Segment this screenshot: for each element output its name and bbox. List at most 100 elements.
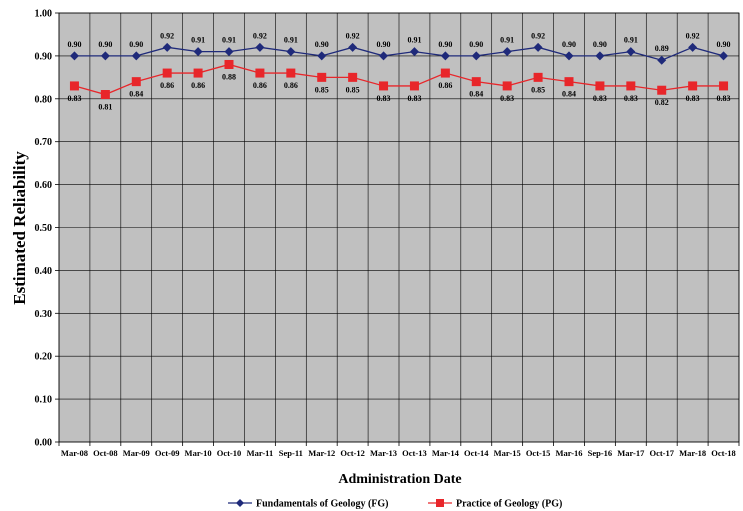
data-point — [317, 51, 327, 61]
x-tick-label: Mar-14 — [432, 448, 460, 458]
data-label: 0.92 — [346, 31, 360, 40]
data-point — [131, 51, 141, 61]
data-point — [193, 47, 203, 57]
gridlines — [58, 12, 740, 443]
data-label: 0.86 — [438, 81, 452, 90]
data-label: 0.85 — [346, 85, 360, 94]
data-label: 0.84 — [129, 90, 143, 99]
x-tick-label: Mar-12 — [308, 448, 335, 458]
data-point — [131, 77, 141, 87]
data-point — [255, 68, 265, 78]
data-label: 0.86 — [191, 81, 205, 90]
data-point — [688, 42, 698, 52]
data-point — [471, 77, 481, 87]
data-label: 0.92 — [531, 31, 545, 40]
legend-marker — [236, 499, 244, 507]
data-label: 0.90 — [67, 40, 81, 49]
data-label: 0.85 — [315, 85, 329, 94]
x-tick-label: Mar-17 — [617, 448, 645, 458]
data-label: 0.90 — [315, 40, 329, 49]
x-axis-title: Administration Date — [338, 472, 461, 487]
data-label: 0.81 — [98, 103, 112, 112]
series-group: 0.90 0.90 0.90 0.92 0.91 0.91 0.92 0.91 0.90 0.92… — [67, 31, 730, 111]
data-point — [595, 81, 605, 91]
data-point — [409, 81, 419, 91]
data-point — [69, 51, 79, 61]
x-tick-label: Mar-18 — [679, 448, 706, 458]
x-tick-label: Mar-13 — [370, 448, 397, 458]
data-label: 0.83 — [407, 94, 421, 103]
series-line — [74, 46, 724, 61]
series-pg: 0.83 0.81 0.84 0.86 0.86 0.88 0.86 0.86 0.85 0.85… — [67, 59, 731, 112]
y-tick-label: 0.60 — [35, 180, 53, 191]
legend-marker — [436, 499, 444, 507]
y-tick-label: 0.10 — [35, 395, 53, 406]
x-tick-label: Mar-09 — [123, 448, 150, 458]
data-label: 0.82 — [655, 98, 669, 107]
y-tick-label: 0.00 — [35, 438, 53, 449]
data-point — [533, 42, 543, 52]
data-point — [657, 85, 667, 95]
legend-label: Fundamentals of Geology (FG) — [256, 499, 389, 510]
data-label: 0.84 — [469, 90, 483, 99]
data-point — [100, 90, 110, 100]
data-label: 0.90 — [469, 40, 483, 49]
data-label: 0.91 — [284, 36, 298, 45]
data-point — [626, 81, 636, 91]
legend-item-fg: Fundamentals of Geology (FG) — [228, 499, 389, 510]
series-line — [74, 63, 724, 96]
data-label: 0.91 — [624, 36, 638, 45]
data-point — [564, 77, 574, 87]
data-label: 0.83 — [500, 94, 514, 103]
x-tick-label: Oct-14 — [464, 448, 489, 458]
data-point — [379, 81, 389, 91]
data-point — [224, 59, 234, 69]
series-fg: 0.90 0.90 0.90 0.92 0.91 0.91 0.92 0.91 0.90 0.92… — [67, 31, 731, 65]
data-label: 0.83 — [717, 94, 731, 103]
x-axis-ticks: Mar-08 Oct-08 Mar-09 Oct-09 Mar-10 Oct-10 Mar-… — [58, 442, 740, 458]
data-label: 0.88 — [222, 72, 236, 81]
data-point — [688, 81, 698, 91]
data-label: 0.91 — [500, 36, 514, 45]
x-tick-label: Oct-08 — [93, 448, 118, 458]
data-label: 0.90 — [438, 40, 452, 49]
data-point — [595, 51, 605, 61]
data-label: 0.91 — [191, 36, 205, 45]
data-point — [471, 51, 481, 61]
y-axis-title: Estimated Reliability — [10, 151, 29, 305]
data-point — [317, 72, 327, 82]
x-tick-label: Oct-09 — [155, 448, 180, 458]
y-tick-label: 0.30 — [35, 309, 53, 320]
y-tick-label: 0.90 — [35, 51, 53, 62]
data-point — [440, 68, 450, 78]
data-label: 0.83 — [593, 94, 607, 103]
x-tick-label: Mar-15 — [494, 448, 521, 458]
data-label: 0.90 — [717, 40, 731, 49]
x-tick-label: Sep-16 — [588, 448, 613, 458]
data-label: 0.92 — [160, 31, 174, 40]
data-point — [162, 68, 172, 78]
data-label: 0.92 — [686, 31, 700, 40]
data-label: 0.86 — [253, 81, 267, 90]
data-point — [502, 47, 512, 57]
data-label: 0.84 — [562, 90, 576, 99]
legend-label: Practice of Geology (PG) — [456, 499, 562, 510]
x-tick-label: Mar-11 — [247, 448, 274, 458]
data-point — [502, 81, 512, 91]
x-tick-label: Mar-10 — [185, 448, 212, 458]
data-point — [440, 51, 450, 61]
data-label: 0.90 — [593, 40, 607, 49]
data-point — [348, 72, 358, 82]
y-tick-label: 1.00 — [35, 9, 53, 20]
y-tick-label: 0.20 — [35, 352, 53, 363]
data-point — [409, 47, 419, 57]
x-tick-label: Mar-16 — [555, 448, 582, 458]
data-label: 0.90 — [98, 40, 112, 49]
x-tick-label: Oct-13 — [402, 448, 427, 458]
data-label: 0.83 — [624, 94, 638, 103]
data-point — [162, 42, 172, 52]
y-tick-label: 0.50 — [35, 223, 53, 234]
data-label: 0.83 — [686, 94, 700, 103]
data-label: 0.86 — [160, 81, 174, 90]
